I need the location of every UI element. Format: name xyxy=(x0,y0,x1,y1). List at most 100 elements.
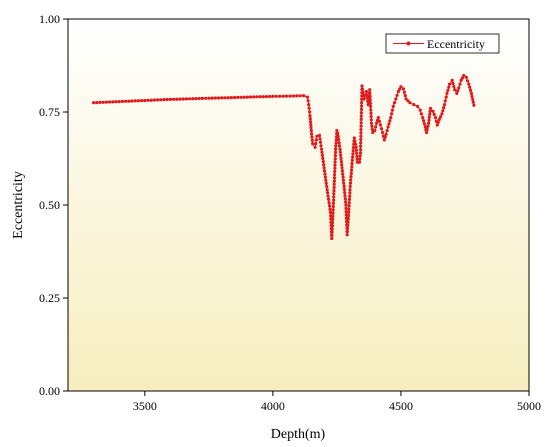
data-point xyxy=(314,138,318,142)
data-point xyxy=(464,75,468,79)
x-axis-ticks: 3500 4000 4500 5000 xyxy=(133,391,541,413)
data-point xyxy=(349,168,354,172)
data-point xyxy=(451,81,455,86)
data-point xyxy=(343,191,347,195)
data-point xyxy=(344,203,348,207)
data-point xyxy=(418,108,422,112)
data-point xyxy=(394,97,398,101)
data-point xyxy=(435,123,439,127)
data-point xyxy=(307,106,311,110)
data-point xyxy=(307,103,311,107)
data-point xyxy=(345,233,349,237)
legend-box xyxy=(385,33,500,54)
data-point xyxy=(239,95,243,99)
data-point xyxy=(325,184,329,188)
data-point xyxy=(421,116,425,120)
data-point xyxy=(331,214,335,218)
data-point xyxy=(98,100,102,104)
data-point xyxy=(320,153,324,157)
data-point xyxy=(428,109,432,113)
data-point xyxy=(386,125,390,129)
data-point xyxy=(111,100,115,104)
data-point xyxy=(359,131,363,135)
data-point xyxy=(341,172,345,176)
y-tick-label: 0.50 xyxy=(39,198,60,212)
data-point xyxy=(159,98,163,102)
data-point xyxy=(188,97,192,101)
data-point xyxy=(330,230,334,234)
data-point xyxy=(172,97,176,101)
data-point xyxy=(339,153,343,157)
data-point xyxy=(347,201,351,205)
data-point xyxy=(462,73,466,78)
data-point xyxy=(342,181,346,185)
data-point xyxy=(264,95,269,99)
data-point xyxy=(258,95,262,99)
data-point xyxy=(310,138,314,142)
data-point xyxy=(370,127,374,131)
data-point xyxy=(455,91,459,95)
data-point xyxy=(330,227,334,231)
data-point xyxy=(207,96,211,100)
data-point xyxy=(377,119,381,123)
data-point xyxy=(347,197,352,201)
data-point xyxy=(360,87,365,91)
data-point xyxy=(156,98,160,102)
data-point xyxy=(441,109,445,113)
data-point xyxy=(436,120,440,124)
data-point xyxy=(425,130,429,135)
data-point xyxy=(332,189,336,193)
data-point xyxy=(310,135,314,139)
data-point xyxy=(104,100,108,104)
data-point xyxy=(261,95,265,99)
data-point xyxy=(330,224,334,228)
plot-area xyxy=(67,18,530,392)
data-point xyxy=(351,146,356,150)
data-point xyxy=(359,117,363,121)
data-point xyxy=(359,121,363,125)
data-point xyxy=(369,104,373,108)
data-point xyxy=(216,96,221,100)
data-point xyxy=(368,98,372,102)
y-tick-label: 0.25 xyxy=(39,291,60,305)
x-tick-label: 4000 xyxy=(261,399,285,413)
data-point xyxy=(101,100,105,104)
data-point xyxy=(447,85,451,89)
data-point xyxy=(412,103,416,107)
data-point xyxy=(361,90,365,95)
data-point xyxy=(398,87,402,91)
data-point xyxy=(457,86,461,90)
x-tick-label: 3500 xyxy=(133,399,157,413)
data-point xyxy=(465,79,470,83)
data-point xyxy=(392,101,397,105)
data-point xyxy=(333,169,337,174)
data-point xyxy=(433,116,438,120)
data-point xyxy=(319,144,323,148)
data-point xyxy=(383,135,387,139)
legend: Eccentricity xyxy=(385,33,500,54)
data-point xyxy=(337,141,341,145)
data-point xyxy=(373,129,377,133)
data-point xyxy=(446,88,450,92)
data-point xyxy=(332,198,336,202)
data-point xyxy=(346,214,351,218)
data-point xyxy=(321,160,325,164)
data-point xyxy=(337,137,341,141)
data-point xyxy=(334,141,338,145)
data-point xyxy=(117,100,121,104)
data-point xyxy=(152,98,156,102)
data-point xyxy=(359,144,363,148)
data-point xyxy=(371,130,375,135)
data-point xyxy=(402,90,406,94)
data-point xyxy=(349,175,353,179)
data-point xyxy=(427,115,431,119)
x-tick-label: 5000 xyxy=(517,399,541,413)
data-point xyxy=(200,96,205,100)
data-point xyxy=(382,138,386,142)
data-point xyxy=(401,87,406,91)
data-point xyxy=(354,145,358,149)
data-point xyxy=(220,96,224,100)
data-point xyxy=(368,91,372,95)
data-point xyxy=(333,160,337,164)
data-point xyxy=(245,95,249,99)
